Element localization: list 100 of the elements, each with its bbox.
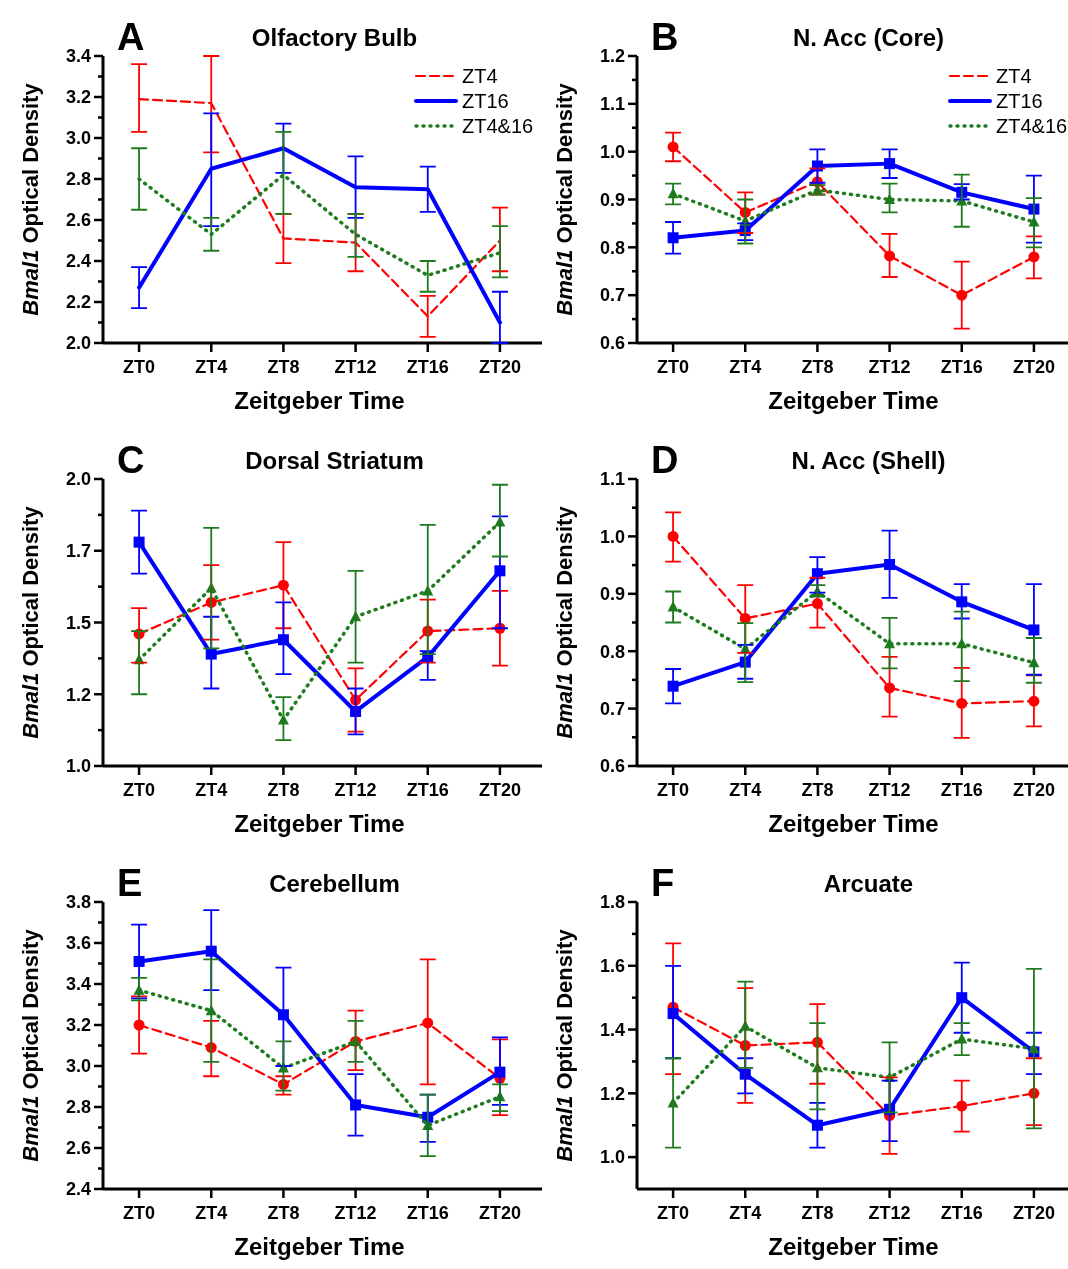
- x-tick-label: ZT16: [406, 1203, 449, 1223]
- x-tick-label: ZT0: [657, 1203, 690, 1223]
- y-axis-title: Bmal1 Optical Density: [552, 82, 577, 316]
- y-axis-title: Bmal1 Optical Density: [552, 505, 577, 739]
- annotation: B: [651, 16, 679, 58]
- legend-label: ZT16: [462, 90, 509, 112]
- x-tick-label: ZT20: [478, 357, 521, 377]
- x-tick-label: ZT16: [940, 357, 983, 377]
- y-tick-label: 2.0: [65, 469, 91, 490]
- chart-title: N. Acc (Shell): [791, 447, 946, 474]
- x-tick-label: ZT16: [406, 357, 449, 377]
- y-tick-label: 3.4: [65, 46, 91, 67]
- annotation: A: [117, 16, 145, 58]
- y-axis-title: Bmal1 Optical Density: [18, 82, 43, 316]
- y-tick-label: 0.8: [599, 641, 625, 662]
- y-tick-label: 1.5: [65, 612, 91, 633]
- annotation: C: [117, 439, 145, 481]
- x-axis-title: Zeitgeber Time: [768, 810, 939, 837]
- legend-label: ZT4&16: [996, 115, 1068, 137]
- y-tick-label: 0.7: [599, 698, 625, 719]
- y-tick-label: 3.2: [65, 87, 91, 108]
- x-tick-label: ZT16: [940, 780, 983, 800]
- annotation: E: [117, 862, 143, 904]
- y-tick-label: 1.2: [65, 684, 91, 705]
- chart-title: Arcuate: [823, 870, 914, 897]
- x-tick-label: ZT12: [868, 780, 911, 800]
- y-tick-label: 1.0: [599, 141, 625, 162]
- y-tick-label: 3.2: [65, 1015, 91, 1036]
- y-tick-label: 1.1: [599, 94, 625, 115]
- x-tick-label: ZT20: [478, 1203, 521, 1223]
- x-tick-label: ZT20: [478, 780, 521, 800]
- chart-title: N. Acc (Core): [792, 24, 945, 51]
- x-tick-label: ZT8: [267, 357, 300, 377]
- x-axis-title: Zeitgeber Time: [234, 387, 405, 414]
- x-tick-label: ZT12: [334, 780, 377, 800]
- legend-label: ZT4: [462, 65, 498, 87]
- y-tick-label: 1.2: [599, 1083, 625, 1104]
- y-tick-label: 3.6: [65, 933, 91, 954]
- y-tick-label: 2.4: [65, 1179, 91, 1200]
- x-tick-label: ZT8: [801, 1203, 834, 1223]
- annotation: F: [651, 862, 675, 904]
- y-tick-label: 1.4: [599, 1019, 625, 1040]
- x-tick-label: ZT4: [729, 1203, 762, 1223]
- x-tick-label: ZT20: [1012, 1203, 1055, 1223]
- x-tick-label: ZT12: [334, 357, 377, 377]
- y-tick-label: 1.8: [599, 892, 625, 913]
- y-tick-label: 0.6: [599, 333, 625, 354]
- x-axis-title: Zeitgeber Time: [234, 1233, 405, 1260]
- x-tick-label: ZT12: [868, 357, 911, 377]
- legend-label: ZT4&16: [462, 115, 534, 137]
- y-tick-label: 1.0: [599, 1147, 625, 1168]
- x-tick-label: ZT0: [657, 357, 690, 377]
- y-tick-label: 2.6: [65, 210, 91, 231]
- x-tick-label: ZT0: [123, 357, 156, 377]
- y-tick-label: 1.2: [599, 46, 625, 67]
- y-tick-label: 2.8: [65, 169, 91, 190]
- x-tick-label: ZT8: [801, 357, 834, 377]
- x-tick-label: ZT8: [267, 780, 300, 800]
- y-tick-label: 3.0: [65, 128, 91, 149]
- y-tick-label: 0.9: [599, 584, 625, 605]
- legend-label: ZT4: [996, 65, 1032, 87]
- x-tick-label: ZT4: [195, 357, 228, 377]
- y-tick-label: 1.1: [599, 469, 625, 490]
- x-tick-label: ZT4: [729, 357, 762, 377]
- y-tick-label: 3.4: [65, 974, 91, 995]
- chart-title: Olfactory Bulb: [251, 24, 418, 51]
- y-axis-title: Bmal1 Optical Density: [18, 505, 43, 739]
- chart-title: Cerebellum: [269, 870, 400, 897]
- x-tick-label: ZT12: [334, 1203, 377, 1223]
- x-tick-label: ZT12: [868, 1203, 911, 1223]
- y-axis-title: Bmal1 Optical Density: [552, 928, 577, 1162]
- y-tick-label: 0.6: [599, 756, 625, 777]
- x-tick-label: ZT4: [195, 780, 228, 800]
- x-tick-label: ZT0: [657, 780, 690, 800]
- x-tick-label: ZT20: [1012, 357, 1055, 377]
- x-tick-label: ZT20: [1012, 780, 1055, 800]
- y-tick-label: 1.0: [65, 756, 91, 777]
- y-tick-label: 2.4: [65, 251, 91, 272]
- chart-title: Dorsal Striatum: [245, 447, 424, 474]
- y-tick-label: 0.9: [599, 189, 625, 210]
- x-axis-title: Zeitgeber Time: [234, 810, 405, 837]
- y-tick-label: 2.8: [65, 1097, 91, 1118]
- y-tick-label: 1.6: [599, 956, 625, 977]
- y-tick-label: 1.7: [65, 541, 91, 562]
- y-tick-label: 2.0: [65, 333, 91, 354]
- x-tick-label: ZT8: [801, 780, 834, 800]
- y-tick-label: 1.0: [599, 526, 625, 547]
- y-tick-label: 0.7: [599, 285, 625, 306]
- x-tick-label: ZT16: [406, 780, 449, 800]
- x-tick-label: ZT4: [729, 780, 762, 800]
- y-axis-title: Bmal1 Optical Density: [18, 928, 43, 1162]
- y-tick-label: 2.6: [65, 1138, 91, 1159]
- y-tick-label: 0.8: [599, 237, 625, 258]
- x-tick-label: ZT8: [267, 1203, 300, 1223]
- annotation: D: [651, 439, 679, 481]
- y-tick-label: 3.0: [65, 1056, 91, 1077]
- x-tick-label: ZT0: [123, 780, 156, 800]
- y-tick-label: 3.8: [65, 892, 91, 913]
- x-axis-title: Zeitgeber Time: [768, 1233, 939, 1260]
- x-tick-label: ZT4: [195, 1203, 228, 1223]
